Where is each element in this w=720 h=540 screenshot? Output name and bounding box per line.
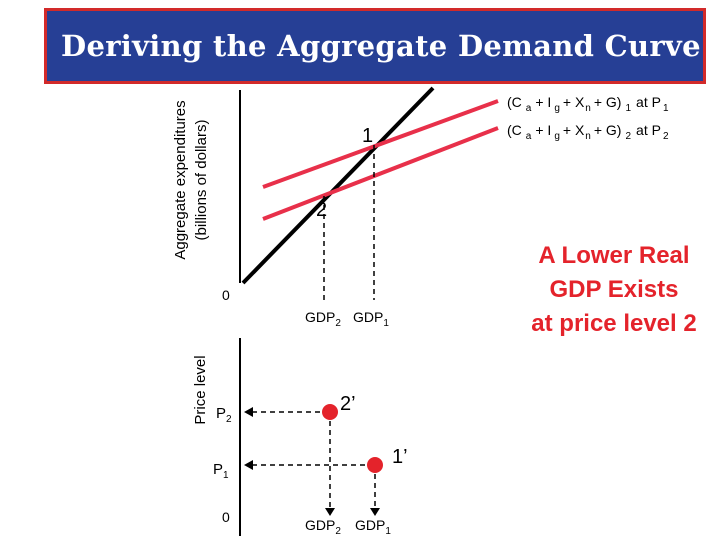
- upper-origin-label: 0: [222, 287, 230, 303]
- upper-gdp2-label: GDP2: [305, 309, 341, 329]
- point-1-prime: [367, 457, 383, 473]
- forty-five-degree-line: [241, 86, 435, 285]
- lower-origin-label: 0: [222, 509, 230, 525]
- callout-line2: GDP Exists: [550, 276, 679, 303]
- expenditure-line-p2: [262, 126, 499, 221]
- arrowhead-down-gdp2: [325, 508, 335, 516]
- point-1-label: 1: [362, 125, 373, 147]
- p1-label: P1: [213, 461, 229, 481]
- lower-gdp2-label: GDP2: [305, 517, 341, 537]
- upper-gdp1-label: GDP1: [353, 309, 389, 329]
- arrowhead-down-gdp1: [370, 508, 380, 516]
- point-2-label: 2: [316, 199, 327, 221]
- callout-line1: A Lower Real: [538, 242, 689, 269]
- arrowhead-left-p2: [244, 407, 253, 417]
- callout-line3: at price level 2: [531, 310, 696, 337]
- point-2-prime: [322, 404, 338, 420]
- upper-y-label-line2: (billions of dollars): [193, 120, 210, 241]
- title-banner: Deriving the Aggregate Demand Curve: [44, 8, 706, 84]
- expenditure-line-p1: [262, 99, 499, 189]
- p2-label: P2: [216, 405, 232, 425]
- upper-y-label-line1: Aggregate expenditures: [172, 100, 189, 259]
- arrowhead-left-p1: [244, 460, 253, 470]
- page-title: Deriving the Aggregate Demand Curve: [61, 29, 701, 63]
- lower-y-label: Price level: [192, 355, 209, 424]
- point-2-prime-label: 2’: [340, 393, 356, 415]
- lower-gdp1-label: GDP1: [355, 517, 391, 537]
- point-1-prime-label: 1’: [392, 446, 408, 468]
